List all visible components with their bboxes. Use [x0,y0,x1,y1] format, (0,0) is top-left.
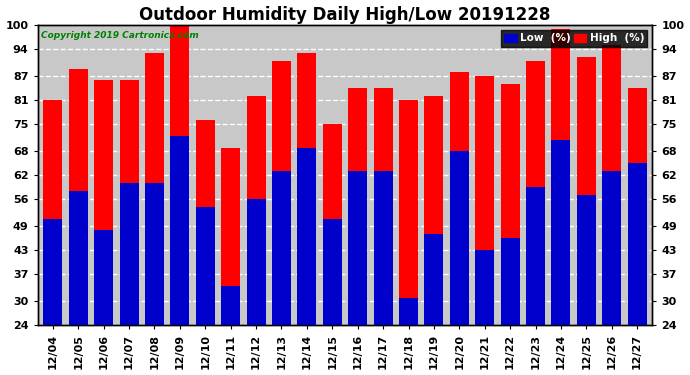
Bar [246,199,266,375]
Bar [170,25,189,375]
Bar [602,45,621,375]
Bar [69,191,88,375]
Bar [399,100,418,375]
Bar [450,152,469,375]
Title: Outdoor Humidity Daily High/Low 20191228: Outdoor Humidity Daily High/Low 20191228 [139,6,551,24]
Bar [577,195,596,375]
Bar [196,120,215,375]
Bar [526,187,545,375]
Bar [399,297,418,375]
Bar [69,69,88,375]
Bar [373,171,393,375]
Bar [551,140,571,375]
Bar [577,57,596,375]
Bar [94,230,113,375]
Bar [475,76,494,375]
Bar [246,96,266,375]
Bar [221,286,240,375]
Text: Copyright 2019 Cartronics.com: Copyright 2019 Cartronics.com [41,31,199,40]
Bar [272,61,291,375]
Bar [501,84,520,375]
Bar [450,72,469,375]
Bar [145,53,164,375]
Bar [348,171,367,375]
Bar [628,163,647,375]
Bar [145,183,164,375]
Legend: Low  (%), High  (%): Low (%), High (%) [502,30,647,46]
Bar [323,124,342,375]
Bar [119,80,139,375]
Bar [501,238,520,375]
Bar [424,234,444,375]
Bar [119,183,139,375]
Bar [551,29,571,375]
Bar [43,219,62,375]
Bar [297,53,317,375]
Bar [297,147,317,375]
Bar [323,219,342,375]
Bar [475,250,494,375]
Bar [272,171,291,375]
Bar [628,88,647,375]
Bar [373,88,393,375]
Bar [196,207,215,375]
Bar [602,171,621,375]
Bar [43,100,62,375]
Bar [348,88,367,375]
Bar [526,61,545,375]
Bar [221,147,240,375]
Bar [94,80,113,375]
Bar [170,136,189,375]
Bar [424,96,444,375]
